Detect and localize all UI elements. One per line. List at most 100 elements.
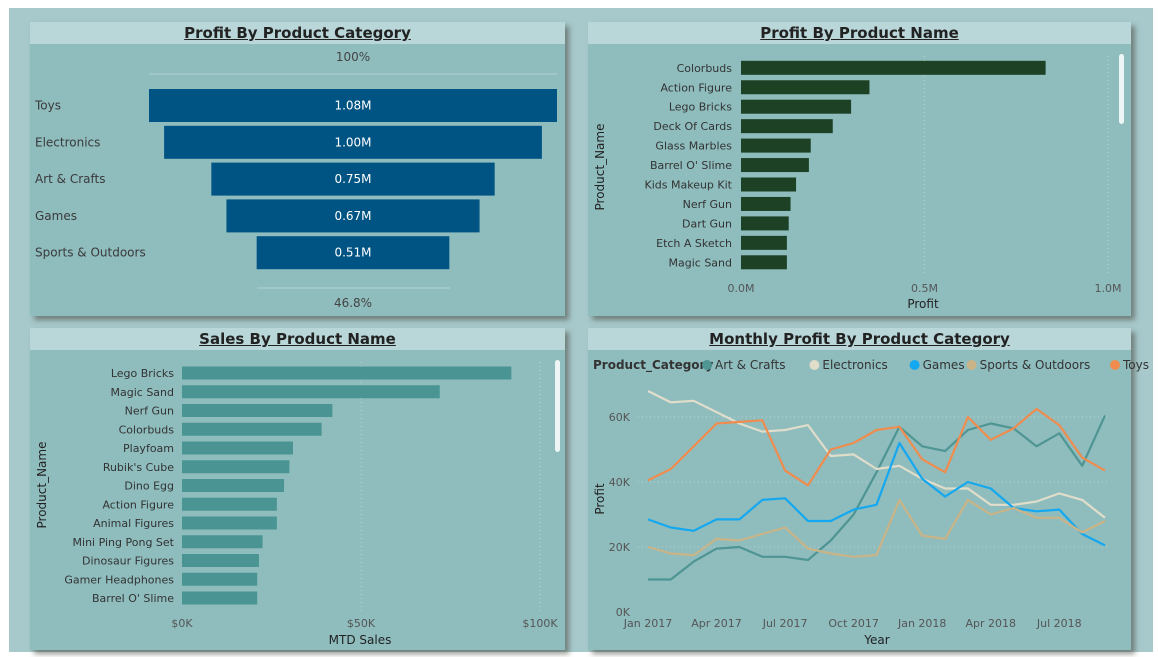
legend-item-electronics: Electronics	[822, 358, 887, 372]
profit-x-axis-title: Profit	[907, 297, 939, 311]
line-x-tick: Jan 2017	[623, 617, 672, 630]
sales-bar-barrel-o-slime	[182, 591, 258, 605]
sales-bar-gamer-headphones	[182, 572, 258, 586]
profit-label-dart-gun: Dart Gun	[682, 217, 732, 230]
funnel-top-label: 100%	[336, 50, 370, 64]
profit-label-magic-sand: Magic Sand	[669, 256, 733, 269]
profit-bar-nerf-gun	[741, 196, 791, 211]
sales-bar-playfoam	[182, 441, 293, 455]
sales-bar-magic-sand	[182, 385, 440, 399]
legend-marker-electronics	[809, 360, 820, 370]
line-series-electronics	[647, 390, 1106, 519]
line-x-axis-title: Year	[863, 633, 889, 647]
line-x-tick: Apr 2018	[965, 617, 1016, 630]
profit-label-colorbuds: Colorbuds	[677, 62, 733, 75]
sales-x-axis-title: MTD Sales	[329, 633, 392, 647]
profit-label-etch-a-sketch: Etch A Sketch	[656, 237, 732, 250]
funnel-value-art-crafts: 0.75M	[334, 172, 371, 186]
sales-label-magic-sand: Magic Sand	[111, 386, 175, 399]
profit-bar-colorbuds	[741, 60, 1046, 75]
line-x-tick: Apr 2017	[691, 617, 742, 630]
profit-bar-dart-gun	[741, 216, 789, 231]
profit-bar-glass-marbles	[741, 138, 811, 153]
profit-x-tick: 1.0M	[1095, 282, 1122, 295]
profit-bar-magic-sand	[741, 255, 787, 270]
funnel-value-games: 0.67M	[334, 209, 371, 223]
funnel-value-toys: 1.08M	[334, 99, 371, 113]
sales-bar-dino-egg	[182, 479, 285, 492]
profit-by-name-panel[interactable]: Profit By Product Name Product_Name Prof…	[588, 22, 1131, 316]
funnel-bar-electronics	[164, 125, 542, 159]
funnel-label-toys: Toys	[34, 99, 61, 113]
profit-label-nerf-gun: Nerf Gun	[683, 198, 732, 211]
sales-bar-dinosaur-figures	[182, 554, 259, 567]
sales-label-dino-egg: Dino Egg	[124, 480, 174, 493]
funnel-title: Profit By Product Category	[30, 22, 565, 44]
profit-by-name-chart[interactable]: Product_Name Profit 0.0M 0.5M 1.0M Colorbud…	[588, 22, 1131, 316]
profit-bar-action-figure	[741, 80, 870, 95]
sales-label-dinosaur-figures: Dinosaur Figures	[82, 555, 174, 568]
legend-item-art-crafts: Art & Crafts	[715, 358, 785, 372]
monthly-profit-panel[interactable]: Monthly Profit By Product Category Produ…	[588, 328, 1149, 650]
profit-x-tick: 0.0M	[728, 282, 755, 295]
monthly-profit-chart[interactable]: Product_Category Profit Year Art & Craft…	[588, 328, 1149, 650]
profit-label-deck-of-cards: Deck Of Cards	[653, 120, 732, 133]
sales-label-gamer-headphones: Gamer Headphones	[64, 573, 174, 586]
line-x-tick: Jul 2017	[762, 617, 808, 630]
line-x-tick: Jul 2018	[1036, 617, 1082, 630]
sales-by-name-chart[interactable]: Product_Name MTD Sales $0K $50K $100K Lego …	[30, 328, 565, 650]
line-series-toys	[647, 407, 1106, 487]
funnel-value-sports-outdoors: 0.51M	[334, 246, 371, 260]
funnel-label-games: Games	[35, 209, 77, 223]
funnel-label-sports-outdoors: Sports & Outdoors	[35, 246, 146, 260]
legend-item-games: Games	[923, 358, 965, 372]
line-y-axis-title: Profit	[593, 483, 607, 515]
profit-by-name-title: Profit By Product Name	[588, 22, 1131, 44]
sales-label-playfoam: Playfoam	[123, 442, 174, 455]
funnel-label-art-crafts: Art & Crafts	[35, 172, 105, 186]
line-y-tick: 20K	[609, 541, 631, 554]
sales-label-lego-bricks: Lego Bricks	[111, 367, 174, 380]
sales-label-mini-ping-pong-set: Mini Ping Pong Set	[73, 536, 175, 549]
funnel-label-electronics: Electronics	[35, 135, 100, 149]
funnel-chart[interactable]: 100% 46.8% Toys 1.08M Electronics 1.00M Art …	[30, 22, 565, 316]
funnel-bar-sports-outdoors	[256, 236, 450, 270]
line-y-tick: 60K	[609, 411, 631, 424]
funnel-bottom-label: 46.8%	[334, 296, 372, 310]
profit-bar-deck-of-cards	[741, 119, 833, 134]
sales-scrollbar[interactable]	[555, 360, 560, 452]
sales-bar-nerf-gun	[182, 404, 333, 417]
legend-marker-art-crafts	[702, 360, 712, 370]
sales-label-rubik-s-cube: Rubik's Cube	[103, 461, 174, 474]
legend-marker-sports-outdoors	[966, 360, 977, 370]
line-y-tick: 40K	[609, 476, 631, 489]
funnel-bar-art-crafts	[211, 162, 495, 196]
legend-marker-games	[909, 360, 920, 370]
profit-bar-etch-a-sketch	[741, 235, 787, 250]
line-y-tick: 0K	[616, 606, 631, 619]
profit-x-tick: 0.5M	[911, 282, 938, 295]
sales-x-tick: $0K	[171, 617, 193, 630]
sales-label-action-figure: Action Figure	[102, 498, 174, 511]
sales-bar-animal-figures	[182, 516, 277, 530]
sales-label-barrel-o-slime: Barrel O' Slime	[92, 592, 174, 605]
sales-label-nerf-gun: Nerf Gun	[125, 405, 174, 418]
sales-bar-rubik-s-cube	[182, 460, 290, 474]
profit-scrollbar[interactable]	[1119, 54, 1124, 124]
line-x-tick: Jan 2018	[897, 617, 946, 630]
sales-by-name-title: Sales By Product Name	[30, 328, 565, 350]
sales-bar-action-figure	[182, 497, 277, 511]
sales-bar-mini-ping-pong-set	[182, 535, 263, 549]
funnel-panel[interactable]: Profit By Product Category 100% 46.8% To…	[30, 22, 565, 316]
line-series-games	[647, 441, 1106, 547]
line-x-tick: Oct 2017	[828, 617, 879, 630]
monthly-profit-title: Monthly Profit By Product Category	[588, 328, 1131, 350]
profit-label-glass-marbles: Glass Marbles	[655, 140, 732, 153]
line-series-art-crafts	[648, 414, 1107, 581]
funnel-bar-toys	[149, 89, 557, 122]
profit-label-action-figure: Action Figure	[660, 81, 732, 94]
legend-marker-toys	[1110, 360, 1120, 370]
line-series-sports-outdoors	[647, 498, 1106, 558]
sales-by-name-panel[interactable]: Sales By Product Name Product_Name MTD S…	[30, 328, 565, 650]
profit-label-barrel-o-slime: Barrel O' Slime	[650, 159, 732, 172]
